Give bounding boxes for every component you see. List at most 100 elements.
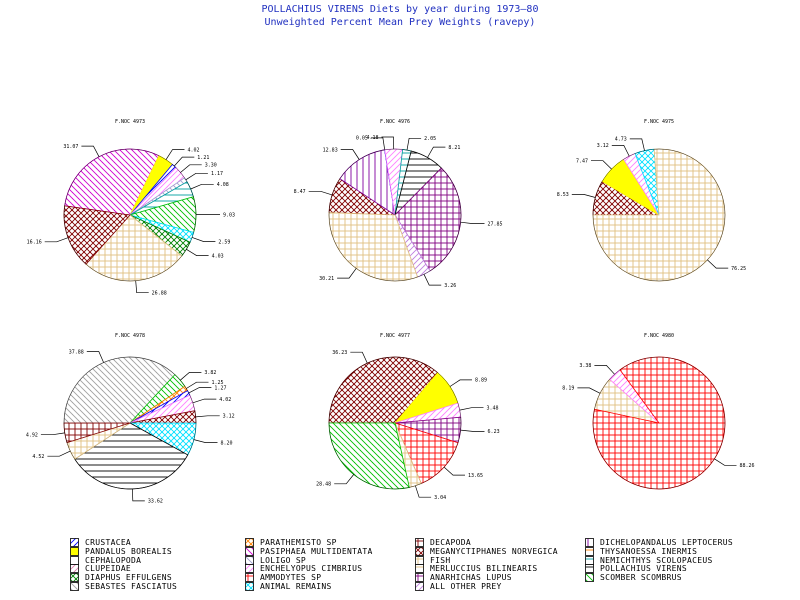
pie-chart-6: F.NOC 4980 8.19 3.38 88.26	[562, 333, 755, 490]
leader-line	[135, 280, 149, 294]
slice-label: 3.38	[579, 363, 591, 369]
leader-line	[423, 274, 442, 286]
leader-line	[591, 160, 612, 170]
legend-swatch	[585, 546, 594, 556]
pie-outline	[328, 148, 462, 282]
leader-line	[460, 221, 485, 224]
slice-label: 3.12	[223, 414, 235, 420]
slice-label: 4.02	[188, 147, 200, 153]
legend-label: LOLIGO SP	[260, 555, 307, 565]
leader-line	[611, 145, 630, 157]
slice-label: 2.05	[424, 136, 436, 142]
legend-label: PARATHEMISTO SP	[260, 538, 337, 547]
slice-label: 31.07	[63, 144, 78, 150]
slice-label: 1.25	[211, 380, 223, 386]
leader-line	[40, 432, 65, 436]
slice-label: 28.48	[316, 482, 331, 488]
leader-line	[370, 137, 386, 150]
leader-line	[195, 415, 220, 418]
pie-chart-2: F.NOC 4976 8.47 12.83 0.054.18 2.05 8.21 27.85…	[294, 119, 503, 289]
slice-label: 3.04	[434, 495, 446, 501]
legend-swatch	[415, 582, 424, 591]
legend-swatch	[585, 555, 594, 565]
legend-swatch	[585, 538, 594, 547]
leader-line	[350, 351, 368, 364]
legend-swatch	[415, 564, 424, 574]
leader-line	[47, 450, 71, 457]
slice-label: 1.27	[214, 385, 226, 391]
legend-swatch	[415, 555, 424, 565]
slice-label: 3.82	[204, 370, 216, 376]
pie-slice	[328, 422, 410, 490]
legend-label: CEPHALOPODA	[85, 555, 142, 565]
slice-label: 26.88	[152, 291, 167, 297]
slice-label: 8.47	[294, 189, 306, 195]
slice-label: 30.21	[319, 276, 334, 282]
leader-line	[415, 485, 432, 498]
legend-label: DIAPHUS EFFULGENS	[85, 573, 172, 583]
legend-label: CLUPEIDAE	[85, 564, 132, 574]
leader-line	[180, 164, 202, 173]
legend-label: PASIPHAEA MULTIDENTATA	[260, 546, 373, 556]
legend-label: SCOMBER SCOMBRUS	[600, 573, 682, 583]
leader-line	[340, 149, 360, 160]
slice-label: 13.65	[468, 473, 483, 479]
slice-label: 3.12	[597, 143, 609, 149]
leader-line	[44, 237, 69, 243]
leader-line	[334, 474, 354, 485]
leader-line	[427, 146, 446, 158]
slice-label: 2.59	[218, 239, 230, 245]
chart-title: POLLACHIUS VIRENS Diets by year during 1…	[261, 4, 539, 15]
legend-label: DECAPODA	[430, 538, 471, 547]
leader-line	[308, 190, 333, 196]
pie-outline	[63, 148, 197, 282]
leader-line	[337, 268, 357, 279]
slice-label: 4.02	[219, 397, 231, 403]
slice-label: 8.89	[475, 378, 487, 384]
slice-label: 4.03	[212, 253, 224, 259]
slice-label: 4.73	[615, 137, 627, 143]
slice-label: 27.85	[488, 221, 503, 227]
legend-label: ENCHELYOPUS CIMBRIUS	[260, 564, 363, 574]
pie-title: F.NOC 4976	[380, 119, 410, 125]
leader-line	[443, 466, 465, 476]
leader-line	[707, 259, 729, 269]
pie-slice	[64, 148, 160, 216]
slice-label: 4.52	[32, 454, 44, 460]
slice-label: 3.26	[444, 283, 456, 289]
legend-label: FISH	[430, 555, 451, 565]
pie-chart-5: F.NOC 4977 36.23 8.89 3.48 6.23 13.65 3.04 28.4…	[316, 333, 499, 501]
slice-label: 36.23	[332, 350, 347, 356]
leader-line	[190, 183, 214, 190]
pie-outline	[592, 148, 726, 282]
legend-label: ANARHICHAS LUPUS	[430, 573, 512, 583]
pie-title: F.NOC 4980	[644, 333, 674, 339]
legend-swatch	[70, 573, 79, 583]
legend-label: DICHELOPANDALUS LEPTOCERUS	[600, 538, 734, 547]
leader-line	[381, 136, 395, 150]
leader-line	[193, 439, 218, 443]
leader-line	[577, 387, 601, 394]
leader-line	[192, 398, 217, 404]
legend-swatch	[415, 546, 424, 556]
slice-label: 8.20	[220, 440, 232, 446]
legend-label: AMMODYTES SP	[260, 573, 322, 583]
slice-label: 37.88	[69, 349, 84, 355]
slice-label: 8.21	[448, 145, 460, 151]
leader-line	[186, 381, 209, 389]
legend-swatch	[245, 582, 254, 591]
legend-swatch	[245, 538, 254, 547]
legend-label: MERLUCCIUS BILINEARIS	[430, 564, 538, 574]
slice-label: 1.21	[197, 155, 209, 161]
leader-line	[594, 365, 615, 375]
leader-line	[571, 194, 596, 198]
legend-swatch	[585, 573, 594, 583]
pie-chart-3: F.NOC 4975 8.53 7.47 3.12 4.73 76.25	[557, 119, 746, 282]
leader-line	[180, 372, 202, 381]
pie-outline	[328, 356, 462, 490]
slice-label: 3.30	[205, 163, 217, 169]
leader-line	[186, 249, 209, 256]
pie-outline	[63, 356, 197, 490]
legend-swatch	[70, 582, 79, 591]
legend-label: THYSANOESSA INERMIS	[600, 546, 698, 556]
